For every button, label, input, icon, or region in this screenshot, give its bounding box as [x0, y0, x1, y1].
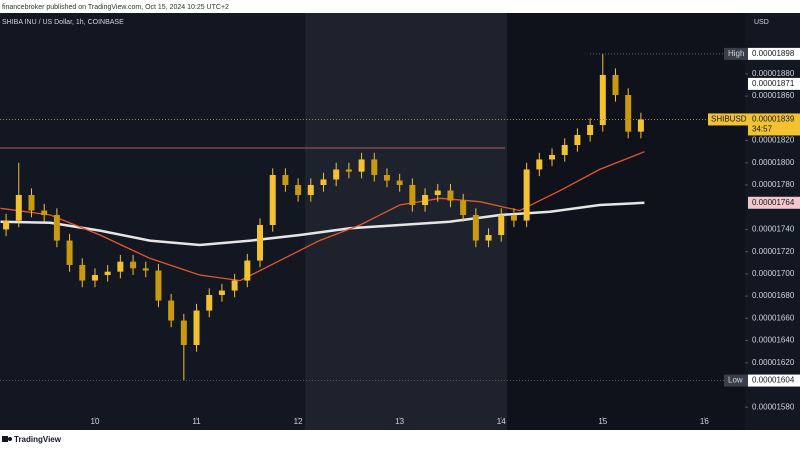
candle-body: [498, 215, 505, 235]
x-tick-label: 12: [294, 417, 303, 426]
price-tag-label: 0.00001871: [752, 79, 795, 88]
header-text: financebroker published on TradingView.c…: [2, 4, 229, 11]
candle-body: [345, 169, 352, 172]
y-tick-label: 0.00001660: [752, 313, 795, 322]
candle-body: [206, 295, 213, 311]
last-name: SHIBUSD: [711, 115, 747, 124]
candle-body: [104, 271, 111, 275]
candle-body: [612, 75, 619, 95]
high-name: High: [728, 49, 744, 58]
candle-body: [383, 175, 390, 181]
x-tick-label: 16: [700, 417, 709, 426]
low-name-box: [724, 374, 748, 387]
branding: TradingView: [14, 435, 62, 444]
candle-body: [396, 180, 403, 185]
candle-body: [282, 175, 289, 185]
candle-body: [41, 210, 48, 215]
moving-average: [0, 201, 645, 247]
x-tick-label: 14: [497, 417, 506, 426]
y-tick-label: 0.00001700: [752, 269, 795, 278]
candle-body: [117, 261, 124, 272]
footer-bar: [0, 430, 800, 450]
y-tick-label: 0.00001620: [752, 358, 795, 367]
high-name-box: [724, 47, 748, 60]
candle-body: [3, 220, 10, 230]
y-tick-label: 0.00001880: [752, 69, 795, 78]
candle-body: [218, 290, 225, 295]
header-bar: [0, 0, 800, 13]
y-tick-label: 0.00001820: [752, 136, 795, 145]
candle-body: [358, 159, 365, 172]
candle-body: [142, 268, 149, 271]
candle-body: [257, 225, 264, 261]
moving-average: [0, 151, 645, 282]
logo: [2, 436, 12, 442]
candle-body: [193, 310, 200, 345]
candle-body: [320, 179, 327, 185]
candle-body: [422, 195, 429, 205]
y-tick-label: 0.00001720: [752, 247, 795, 256]
currency-label: USD: [754, 19, 769, 26]
candle-body: [561, 145, 568, 155]
chart-title: SHIBA INU / US Dollar, 1h, COINBASE: [2, 19, 124, 26]
candle-body: [155, 270, 162, 301]
price-tag-box: [748, 196, 800, 209]
price-tag-box: [748, 77, 800, 90]
x-tick-label: 11: [192, 417, 201, 426]
candle-body: [460, 200, 467, 215]
candle-body: [510, 215, 517, 221]
last-name-box: [708, 113, 748, 126]
candle-body: [472, 215, 479, 241]
candle-body: [15, 195, 22, 221]
candle-body: [587, 125, 594, 135]
candle-body: [523, 169, 530, 221]
candle-body: [536, 159, 543, 170]
y-tick-label: 0.00001680: [752, 291, 795, 300]
candle-body: [625, 95, 632, 132]
candle-body: [168, 300, 175, 321]
candle-body: [434, 190, 441, 195]
y-tick-label: 0.00001780: [752, 180, 795, 189]
last-price-box: [748, 113, 800, 136]
low-name: Low: [728, 376, 743, 385]
candle-body: [307, 185, 314, 195]
candle-body: [485, 235, 492, 241]
candle-body: [269, 175, 276, 225]
candle-body: [130, 261, 137, 269]
last-price-label: 0.00001839: [752, 115, 795, 124]
candle-body: [91, 275, 98, 281]
y-tick-label: 0.00001640: [752, 336, 795, 345]
candle-body: [549, 155, 556, 160]
candle-body: [333, 169, 340, 180]
candle-body: [66, 240, 73, 265]
candle-body: [28, 195, 35, 211]
candle-body: [599, 75, 606, 125]
x-tick-label: 15: [598, 417, 607, 426]
candle-body: [79, 265, 86, 281]
x-tick-label: 13: [395, 417, 404, 426]
price-tag-label: 0.00001764: [752, 198, 795, 207]
candle-body: [447, 190, 454, 201]
high-tag-box: [748, 47, 800, 60]
candle-body: [409, 185, 416, 205]
y-tick-label: 0.00001580: [752, 402, 795, 411]
high-tag-label: 0.00001898: [752, 49, 795, 58]
y-tick-label: 0.00001740: [752, 225, 795, 234]
candle-body: [637, 119, 644, 132]
low-tag-label: 0.00001604: [752, 376, 795, 385]
countdown: 34:57: [752, 125, 773, 134]
y-tick-label: 0.00001860: [752, 91, 795, 100]
y-tick-label: 0.00001800: [752, 158, 795, 167]
x-tick-label: 10: [91, 417, 100, 426]
session-band: [507, 13, 745, 430]
candle-body: [231, 280, 238, 291]
candle-body: [180, 320, 187, 345]
candle-body: [574, 135, 581, 145]
candle-body: [371, 159, 378, 175]
low-tag-box: [748, 374, 800, 387]
candle-body: [53, 215, 60, 241]
candle-body: [244, 260, 251, 281]
candle-body: [295, 185, 302, 195]
